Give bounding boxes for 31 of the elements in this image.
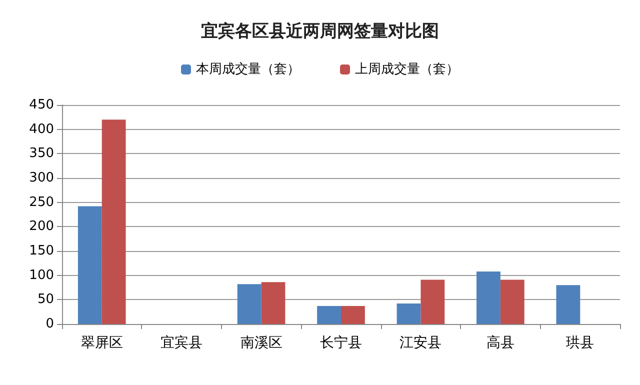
bar (102, 120, 126, 324)
bar (500, 280, 524, 324)
bar (476, 271, 500, 324)
x-tick-label: 珙县 (566, 335, 594, 351)
bar (317, 306, 341, 324)
y-tick-label: 300 (29, 170, 54, 186)
y-tick-label: 50 (37, 292, 54, 308)
y-tick-label: 150 (29, 244, 54, 258)
bar (556, 285, 580, 324)
x-tick-label: 宜宾县 (160, 335, 203, 351)
y-tick-label: 350 (29, 146, 54, 162)
chart-title: 宜宾各区县近两周网签量对比图 (201, 22, 439, 42)
y-tick-label: 450 (29, 98, 54, 112)
legend-label: 上周成交量（套） (355, 61, 459, 77)
bar (420, 280, 445, 324)
y-tick-label: 100 (29, 268, 54, 283)
x-tick-label: 高县 (486, 335, 514, 351)
y-tick-label: 250 (29, 194, 54, 210)
bar (78, 206, 102, 324)
x-tick-label: 翠屏区 (80, 335, 123, 351)
y-tick-label: 400 (29, 122, 54, 137)
y-tick-label: 0 (46, 316, 54, 332)
bar (261, 282, 286, 324)
x-tick-label: 南溪区 (240, 335, 282, 351)
x-tick-label: 长宁县 (320, 335, 362, 351)
y-tick-label: 200 (29, 219, 54, 234)
bar (396, 304, 421, 324)
bar (341, 306, 365, 324)
x-tick-label: 江安县 (400, 335, 442, 351)
bar (237, 284, 262, 324)
legend-label: 本周成交量（套） (196, 61, 300, 77)
